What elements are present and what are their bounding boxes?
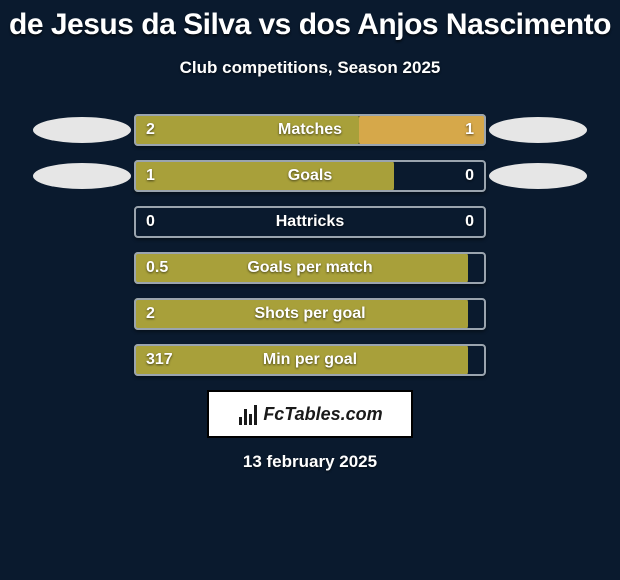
bar-outline (134, 206, 486, 238)
stat-row: 0 0Hattricks (0, 206, 620, 238)
stat-row: 21Matches (0, 114, 620, 146)
player-right-avatar (486, 160, 590, 192)
bar-chart-icon (237, 403, 259, 425)
left-value: 317 (134, 344, 185, 376)
bar-left-fill (134, 252, 468, 284)
stat-rows: 21Matches10Goals00Hattricks0.5Goals per … (0, 114, 620, 376)
bar-left-fill (134, 160, 394, 192)
player-left-avatar (30, 344, 134, 376)
left-value: 2 (134, 298, 167, 330)
stat-row: 317Min per goal (0, 344, 620, 376)
stat-row: 10Goals (0, 160, 620, 192)
player-left-avatar (30, 298, 134, 330)
stat-row: 0.5Goals per match (0, 252, 620, 284)
right-value: 0 (453, 160, 486, 192)
left-value: 0 (134, 206, 167, 238)
stat-bar: 0 0Hattricks (134, 206, 486, 238)
comparison-infographic: de Jesus da Silva vs dos Anjos Nasciment… (0, 0, 620, 472)
bar-left-fill (134, 298, 468, 330)
player-right-avatar (486, 252, 590, 284)
player-left-avatar (30, 206, 134, 238)
metric-label: Hattricks (134, 206, 486, 238)
stat-bar: 21Matches (134, 114, 486, 146)
stat-bar: 10Goals (134, 160, 486, 192)
player-right-avatar (486, 298, 590, 330)
left-value: 0.5 (134, 252, 180, 284)
player-right-avatar (486, 344, 590, 376)
stat-bar: 0.5Goals per match (134, 252, 486, 284)
stat-bar: 317Min per goal (134, 344, 486, 376)
bar-left-fill (134, 114, 359, 146)
branding-text: FcTables.com (263, 404, 382, 425)
player-right-avatar (486, 206, 590, 238)
player-right-avatar (486, 114, 590, 146)
branding-badge: FcTables.com (207, 390, 413, 438)
stat-row: 2Shots per goal (0, 298, 620, 330)
player-left-avatar (30, 160, 134, 192)
page-title: de Jesus da Silva vs dos Anjos Nasciment… (0, 8, 620, 42)
right-value: 0 (453, 206, 486, 238)
subtitle: Club competitions, Season 2025 (0, 58, 620, 78)
stat-bar: 2Shots per goal (134, 298, 486, 330)
right-value: 1 (453, 114, 486, 146)
player-left-avatar (30, 114, 134, 146)
left-value: 1 (134, 160, 167, 192)
player-left-avatar (30, 252, 134, 284)
left-value: 2 (134, 114, 167, 146)
date-label: 13 february 2025 (0, 452, 620, 472)
